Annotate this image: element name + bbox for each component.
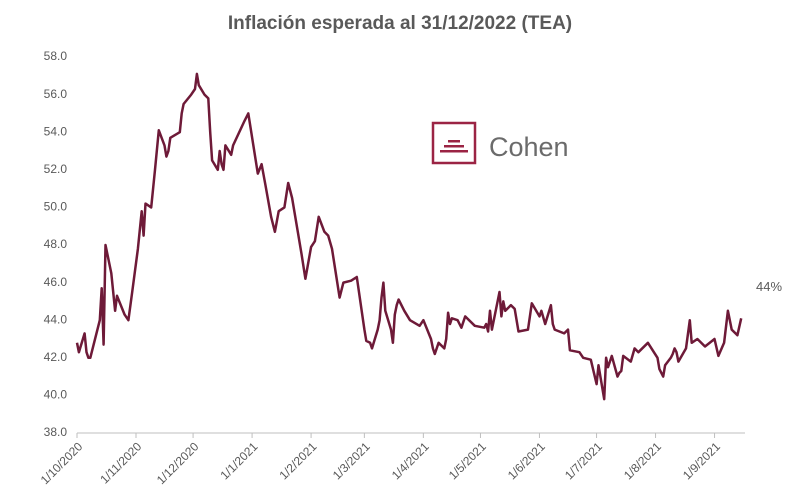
logo-bar xyxy=(444,145,464,148)
x-tick-label: 1/9/2021 xyxy=(680,439,723,482)
x-tick-label: 1/4/2021 xyxy=(389,439,432,482)
line-series xyxy=(75,72,743,401)
y-tick-label: 44.0 xyxy=(44,312,68,326)
annotation: 44% xyxy=(756,279,782,294)
y-tick-label: 52.0 xyxy=(44,162,68,176)
x-tick-label: 1/7/2021 xyxy=(562,439,605,482)
x-tick-label: 1/10/2020 xyxy=(38,439,86,487)
x-tick-label: 1/2/2021 xyxy=(277,439,320,482)
x-tick-label: 1/3/2021 xyxy=(330,439,373,482)
y-tick-label: 54.0 xyxy=(44,124,68,138)
y-tick-label: 42.0 xyxy=(44,350,68,364)
y-tick-label: 58.0 xyxy=(44,49,68,63)
x-tick-label: 1/6/2021 xyxy=(505,439,548,482)
x-tick-label: 1/11/2020 xyxy=(97,439,144,486)
x-tick-label: 1/1/2021 xyxy=(218,439,261,482)
logo-bar xyxy=(440,150,468,153)
y-tick-label: 50.0 xyxy=(44,200,68,214)
y-tick-label: 56.0 xyxy=(44,87,68,101)
x-tick-label: 1/12/2020 xyxy=(154,439,202,487)
x-tick-label: 1/8/2021 xyxy=(621,439,664,482)
x-tick-label: 1/5/2021 xyxy=(446,439,489,482)
y-tick-label: 38.0 xyxy=(44,425,68,439)
logo-bar xyxy=(448,140,460,143)
logo: Cohen xyxy=(431,121,569,165)
y-tick-label: 46.0 xyxy=(44,275,68,289)
logo-text: Cohen xyxy=(489,132,569,162)
chart-title: Inflación esperada al 31/12/2022 (TEA) xyxy=(228,13,572,34)
logo-frame xyxy=(431,121,477,165)
y-tick-label: 40.0 xyxy=(44,388,68,402)
y-tick-label: 48.0 xyxy=(44,237,68,251)
